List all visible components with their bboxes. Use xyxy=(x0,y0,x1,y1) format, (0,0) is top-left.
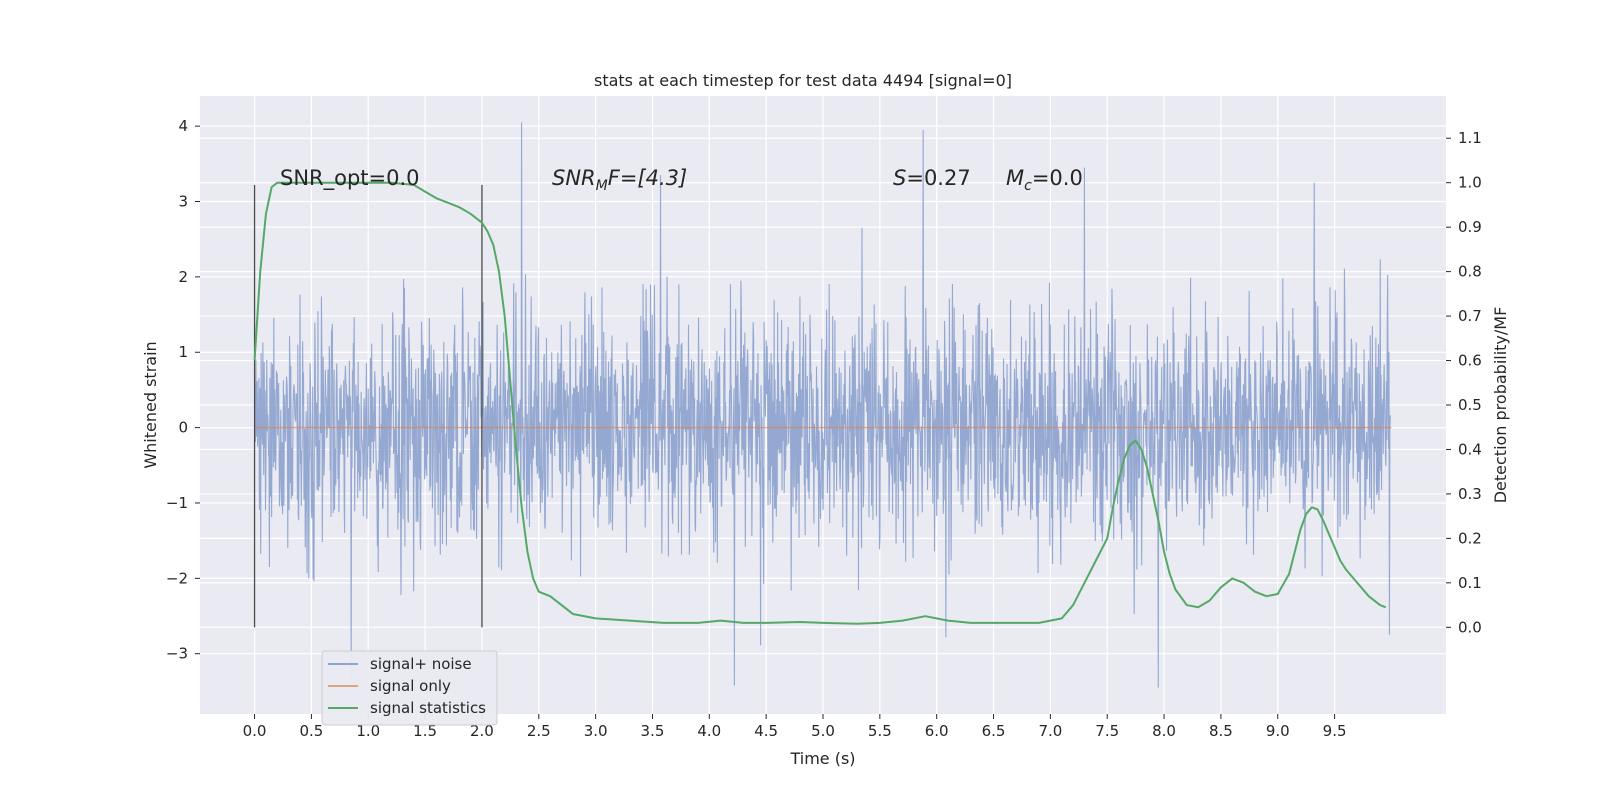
x-tick-label: 7.0 xyxy=(1038,722,1062,740)
y-tick-label: 4 xyxy=(178,117,188,135)
series-group xyxy=(253,122,1392,688)
annotation-snr-mf: SNRMF=[4.3] xyxy=(552,166,687,194)
y-axis-ticks: −3 −2 −1 0 1 2 3 4 xyxy=(166,117,200,663)
x-tick-label: 8.0 xyxy=(1152,722,1176,740)
y2-tick-label: 0.9 xyxy=(1458,218,1482,236)
x-tick-label: 3.5 xyxy=(641,722,665,740)
signal-plus-noise-line xyxy=(254,122,1391,688)
x-tick-label: 7.5 xyxy=(1095,722,1119,740)
y-axis-label: Whitened strain xyxy=(141,341,160,468)
legend-label-signal-only: signal only xyxy=(370,677,451,695)
series-signal-plus-noise xyxy=(254,122,1391,688)
x-tick-label: 1.5 xyxy=(413,722,437,740)
y-tick-label: −1 xyxy=(166,494,188,512)
y-tick-label: 1 xyxy=(178,343,188,361)
annotation-s-symbol: S xyxy=(893,166,906,190)
y2-tick-label: 0.2 xyxy=(1458,529,1482,547)
y2-axis-ticks: 0.0 0.1 0.2 0.3 0.4 0.5 0.6 0.7 0.8 0.9 1.0 1.1 xyxy=(1446,129,1482,636)
x-axis-label: Time (s) xyxy=(789,749,855,768)
legend-label-signal-statistics: signal statistics xyxy=(370,699,486,717)
annotation-snr-mf-sub: M xyxy=(596,178,608,194)
x-tick-label: 6.5 xyxy=(982,722,1006,740)
chart-title: stats at each timestep for test data 449… xyxy=(594,71,1012,90)
series-signal-statistics xyxy=(253,181,1387,625)
annotation-snr-opt: SNR_opt=0.0 xyxy=(280,166,420,191)
x-tick-label: 9.5 xyxy=(1323,722,1347,740)
x-tick-label: 4.0 xyxy=(697,722,721,740)
marker-vlines xyxy=(253,184,483,628)
y2-tick-label: 1.0 xyxy=(1458,174,1482,192)
y-tick-label: −2 xyxy=(166,569,188,587)
x-tick-label: 2.0 xyxy=(470,722,494,740)
y2-tick-label: 0.6 xyxy=(1458,352,1482,370)
y2-tick-label: 0.1 xyxy=(1458,574,1482,592)
y2-tick-label: 1.1 xyxy=(1458,129,1482,147)
y2-tick-label: 0.4 xyxy=(1458,440,1482,458)
x-tick-label: 5.5 xyxy=(868,722,892,740)
y2-axis-label: Detection probability/MF xyxy=(1491,307,1510,504)
x-tick-label: 8.5 xyxy=(1209,722,1233,740)
x-tick-label: 4.5 xyxy=(754,722,778,740)
x-tick-label: 1.0 xyxy=(356,722,380,740)
y-tick-label: −3 xyxy=(166,645,188,663)
annotation-s-value: =0.27 xyxy=(906,166,970,190)
y2-tick-label: 0.0 xyxy=(1458,618,1482,636)
y-tick-label: 2 xyxy=(178,268,188,286)
legend: signal+ noise signal only signal statist… xyxy=(321,650,498,726)
x-tick-label: 0.5 xyxy=(299,722,323,740)
annotation-mc: Mc=0.0 xyxy=(1006,166,1083,194)
x-tick-label: 3.0 xyxy=(584,722,608,740)
y2-tick-label: 0.8 xyxy=(1458,263,1482,281)
x-tick-label: 0.0 xyxy=(243,722,267,740)
annotation-mc-sub: c xyxy=(1024,178,1032,194)
y2-tick-label: 0.3 xyxy=(1458,485,1482,503)
x-tick-label: 6.0 xyxy=(925,722,949,740)
signal-statistics-line xyxy=(253,181,1387,625)
annotation-s: S=0.27 xyxy=(893,166,971,190)
x-tick-label: 2.5 xyxy=(527,722,551,740)
y-tick-label: 0 xyxy=(178,419,188,437)
y2-tick-label: 0.7 xyxy=(1458,307,1482,325)
x-tick-label: 9.0 xyxy=(1266,722,1290,740)
legend-label-signal-plus-noise: signal+ noise xyxy=(370,655,472,673)
legend-box xyxy=(321,650,498,726)
y2-tick-label: 0.5 xyxy=(1458,396,1482,414)
y-tick-label: 3 xyxy=(178,193,188,211)
annotation-snr-mf-suffix: F=[4.3] xyxy=(608,166,687,190)
y2-gridlines xyxy=(200,137,1446,628)
x-axis-ticks: 0.0 0.5 1.0 1.5 2.0 2.5 3.0 3.5 4.0 4.5 5.0 5.5 6.0 6… xyxy=(243,714,1347,740)
annotation-mc-symbol: M xyxy=(1006,166,1024,190)
annotation-snr-mf-prefix: SNR xyxy=(552,166,596,190)
annotation-mc-value: =0.0 xyxy=(1032,166,1083,190)
x-tick-label: 5.0 xyxy=(811,722,835,740)
